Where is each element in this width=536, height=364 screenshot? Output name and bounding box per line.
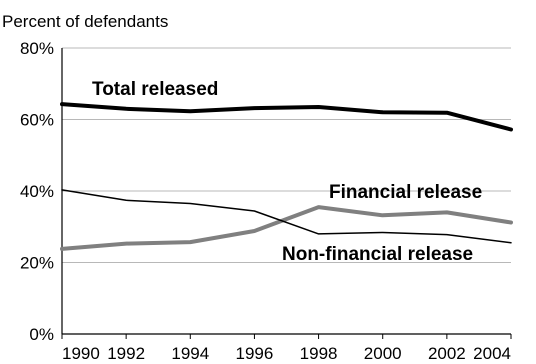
x-tick-label: 1996 bbox=[236, 344, 274, 363]
series-label-total-released: Total released bbox=[92, 79, 218, 100]
y-axis-title: Percent of defendants bbox=[2, 12, 168, 31]
x-tick-label: 2002 bbox=[428, 344, 466, 363]
x-tick-label: 1992 bbox=[107, 344, 145, 363]
x-tick-label: 2004 bbox=[473, 344, 511, 363]
series-line-total-released bbox=[60, 102, 513, 132]
series-line-financial-release bbox=[60, 205, 513, 251]
series-lines bbox=[60, 102, 513, 251]
y-axis-ticks: 0% 20% 40% 60% 80% bbox=[20, 39, 54, 344]
y-tick-label: 80% bbox=[20, 39, 54, 58]
series-label-financial-release: Financial release bbox=[329, 182, 482, 203]
x-tick-label: 1990 bbox=[62, 344, 100, 363]
x-tick-label: 1998 bbox=[300, 344, 338, 363]
axes bbox=[61, 48, 512, 339]
x-tick-label: 1994 bbox=[171, 344, 209, 363]
gridlines bbox=[62, 47, 511, 263]
x-axis-ticks: 1990 1992 1994 1996 1998 2000 2002 2004 bbox=[62, 344, 511, 363]
y-tick-label: 40% bbox=[20, 182, 54, 201]
y-tick-label: 20% bbox=[20, 254, 54, 273]
y-tick-label: 0% bbox=[29, 325, 54, 344]
y-tick-label: 60% bbox=[20, 111, 54, 130]
series-line-non-financial-release bbox=[61, 189, 512, 244]
series-label-non-financial-release: Non-financial release bbox=[282, 244, 473, 265]
x-tick-label: 2000 bbox=[364, 344, 402, 363]
